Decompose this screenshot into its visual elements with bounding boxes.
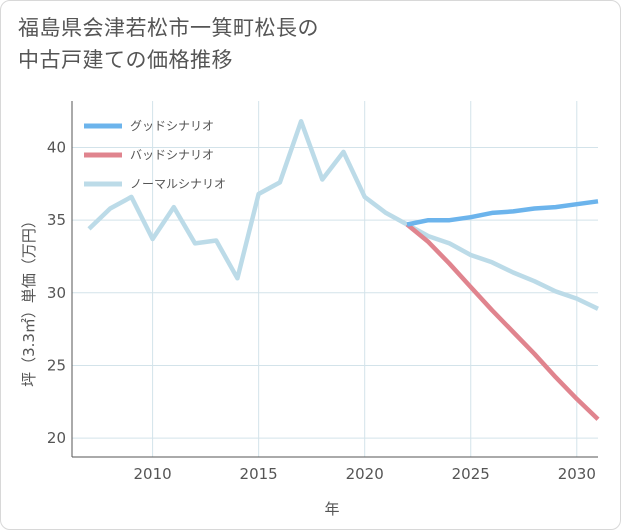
- y-tick-label: 25: [47, 356, 66, 374]
- chart-title-line-1: 福島県会津若松市一箕町松長の: [18, 16, 319, 40]
- y-tick-label: 30: [47, 284, 66, 302]
- y-tick-label: 20: [47, 429, 66, 447]
- series-lines: [87, 119, 600, 421]
- y-axis-label: 坪（3.3㎡）単価（万円）: [20, 213, 38, 387]
- x-axis-label: 年: [324, 500, 339, 518]
- y-tick-label: 40: [47, 138, 66, 156]
- x-tick-label: 2015: [240, 465, 278, 483]
- series-line-good: [406, 199, 599, 227]
- x-tick-label: 2025: [452, 465, 490, 483]
- legend-label-good: グッドシナリオ: [130, 119, 214, 133]
- axes: [71, 101, 598, 458]
- series-line-bad: [405, 222, 600, 421]
- x-tick-label: 2030: [558, 465, 596, 483]
- series-line-normal: [87, 119, 599, 311]
- y-tick-label: 35: [47, 211, 66, 229]
- x-tick-label: 2010: [134, 465, 172, 483]
- chart-title: 福島県会津若松市一箕町松長の 中古戸建ての価格推移: [18, 12, 319, 76]
- x-tick-label: 2020: [346, 465, 384, 483]
- legend-label-bad: バッドシナリオ: [130, 148, 214, 162]
- legend-label-normal: ノーマルシナリオ: [130, 177, 226, 191]
- chart-title-line-2: 中古戸建ての価格推移: [18, 48, 233, 72]
- grid-lines: [72, 101, 598, 457]
